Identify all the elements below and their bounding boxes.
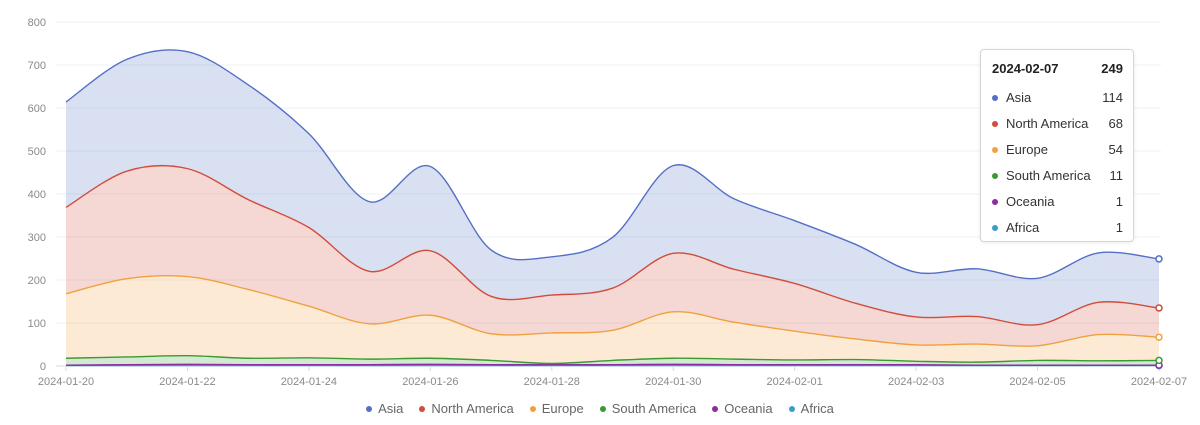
y-tick-label: 100: [28, 318, 46, 330]
legend-label: Europe: [541, 401, 584, 416]
tooltip-row-north-america: North America 68: [992, 111, 1123, 137]
marker-asia: [1155, 255, 1163, 263]
legend-dot-icon: [788, 405, 795, 412]
tooltip-series-value: 1: [1115, 194, 1123, 209]
legend-dot-icon: [529, 405, 536, 412]
y-tick-label: 400: [28, 189, 46, 201]
axes: 0 100 200 300 400 500 600 700 800 2024-01-20 2024-…: [28, 17, 1188, 388]
chart-legend: Asia North America Europe South America …: [0, 401, 1200, 416]
hover-markers: [1155, 255, 1163, 370]
tooltip-series-value: 68: [1108, 116, 1123, 131]
grid-lines: [56, 21, 1161, 367]
tooltip-header: 2024-02-07 249: [992, 59, 1123, 79]
tooltip-row-europe: Europe 54: [992, 137, 1123, 163]
x-tick-label: 2024-01-28: [524, 376, 580, 388]
area-asia: [66, 49, 1159, 326]
legend-item-africa[interactable]: Africa: [788, 401, 834, 416]
y-tick-label: 800: [28, 17, 46, 29]
legend-dot-icon: [712, 405, 719, 412]
legend-label: Oceania: [724, 401, 773, 416]
tooltip-series-name: Europe: [1006, 142, 1048, 157]
legend-item-north-america[interactable]: North America: [419, 401, 514, 416]
x-tick-label: 2024-02-01: [767, 376, 823, 388]
y-tick-label: 600: [28, 103, 46, 115]
tooltip-date: 2024-02-07: [992, 61, 1059, 76]
y-tick-label: 200: [28, 275, 46, 287]
legend-item-oceania[interactable]: Oceania: [712, 401, 773, 416]
area-north-america: [66, 165, 1159, 347]
tooltip-dot-icon: [992, 147, 998, 153]
tooltip-series-name: Asia: [1006, 90, 1032, 105]
tooltip-row-africa: Africa 1: [992, 215, 1123, 241]
legend-dot-icon: [599, 405, 606, 412]
y-tick-label: 700: [28, 60, 46, 72]
x-tick-label: 2024-01-20: [38, 376, 94, 388]
tooltip-series-value: 1: [1115, 220, 1123, 235]
tooltip-series-value: 114: [1102, 90, 1123, 105]
x-tick-label: 2024-01-30: [645, 376, 701, 388]
tooltip-row-oceania: Oceania 1: [992, 189, 1123, 215]
y-tick-label: 300: [28, 232, 46, 244]
tooltip-series-value: 11: [1109, 168, 1124, 183]
line-north-america: [65, 164, 1160, 326]
tooltip-row-asia: Asia 114: [992, 85, 1123, 111]
tooltip-series-name: Africa: [1006, 220, 1040, 235]
x-tick-label: 2024-02-07: [1131, 376, 1187, 388]
line-europe: [65, 274, 1160, 347]
x-tick-label: 2024-01-26: [402, 376, 458, 388]
hover-tooltip: 2024-02-07 249 Asia 114 North America 68…: [980, 49, 1134, 242]
line-south-america: [65, 354, 1160, 365]
legend-label: South America: [611, 401, 697, 416]
tooltip-dot-icon: [992, 121, 998, 127]
legend-label: Africa: [800, 401, 834, 416]
tooltip-series-value: 54: [1108, 142, 1123, 157]
x-tick-label: 2024-02-03: [888, 376, 944, 388]
tooltip-series-name: Oceania: [1006, 194, 1055, 209]
x-tick-label: 2024-01-24: [281, 376, 337, 388]
tooltip-series-name: North America: [1006, 116, 1089, 131]
line-oceania: [65, 363, 1159, 366]
legend-item-asia[interactable]: Asia: [366, 401, 403, 416]
legend-item-south-america[interactable]: South America: [599, 401, 697, 416]
legend-dot-icon: [366, 405, 373, 412]
tooltip-total: 249: [1101, 61, 1123, 76]
legend-label: Asia: [378, 401, 404, 416]
tooltip-dot-icon: [992, 95, 998, 101]
legend-dot-icon: [419, 405, 426, 412]
x-tick-label: 2024-01-22: [159, 376, 215, 388]
area-europe: [66, 275, 1159, 364]
tooltip-row-south-america: South America 11: [992, 163, 1123, 189]
x-tick-label: 2024-02-05: [1009, 376, 1065, 388]
line-asia: [65, 49, 1160, 280]
tooltip-dot-icon: [992, 173, 998, 179]
legend-item-europe[interactable]: Europe: [529, 401, 584, 416]
legend-label: North America: [431, 401, 514, 416]
y-tick-label: 0: [40, 361, 46, 373]
marker-south-america: [1155, 356, 1163, 365]
tooltip-dot-icon: [992, 199, 998, 205]
marker-north-america: [1155, 304, 1163, 312]
series-lines: [65, 49, 1160, 367]
tooltip-series-name: South America: [1006, 168, 1091, 183]
y-tick-label: 500: [28, 146, 46, 158]
marker-europe: [1155, 333, 1163, 341]
tooltip-dot-icon: [992, 225, 998, 231]
